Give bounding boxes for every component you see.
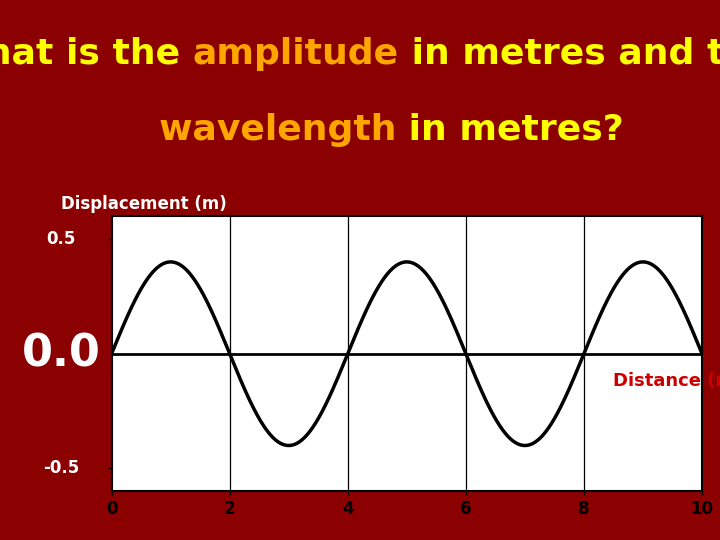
Text: -0.5: -0.5 xyxy=(43,460,79,477)
Text: What is the: What is the xyxy=(0,37,192,71)
Text: in metres and the: in metres and the xyxy=(399,37,720,71)
Text: amplitude: amplitude xyxy=(192,37,399,71)
Text: Distance (m): Distance (m) xyxy=(613,372,720,390)
Text: 0.5: 0.5 xyxy=(47,230,76,248)
Text: 0.0: 0.0 xyxy=(22,332,101,375)
Text: Displacement (m): Displacement (m) xyxy=(61,195,227,213)
Text: in metres?: in metres? xyxy=(397,113,624,146)
Text: wavelength: wavelength xyxy=(96,113,397,146)
